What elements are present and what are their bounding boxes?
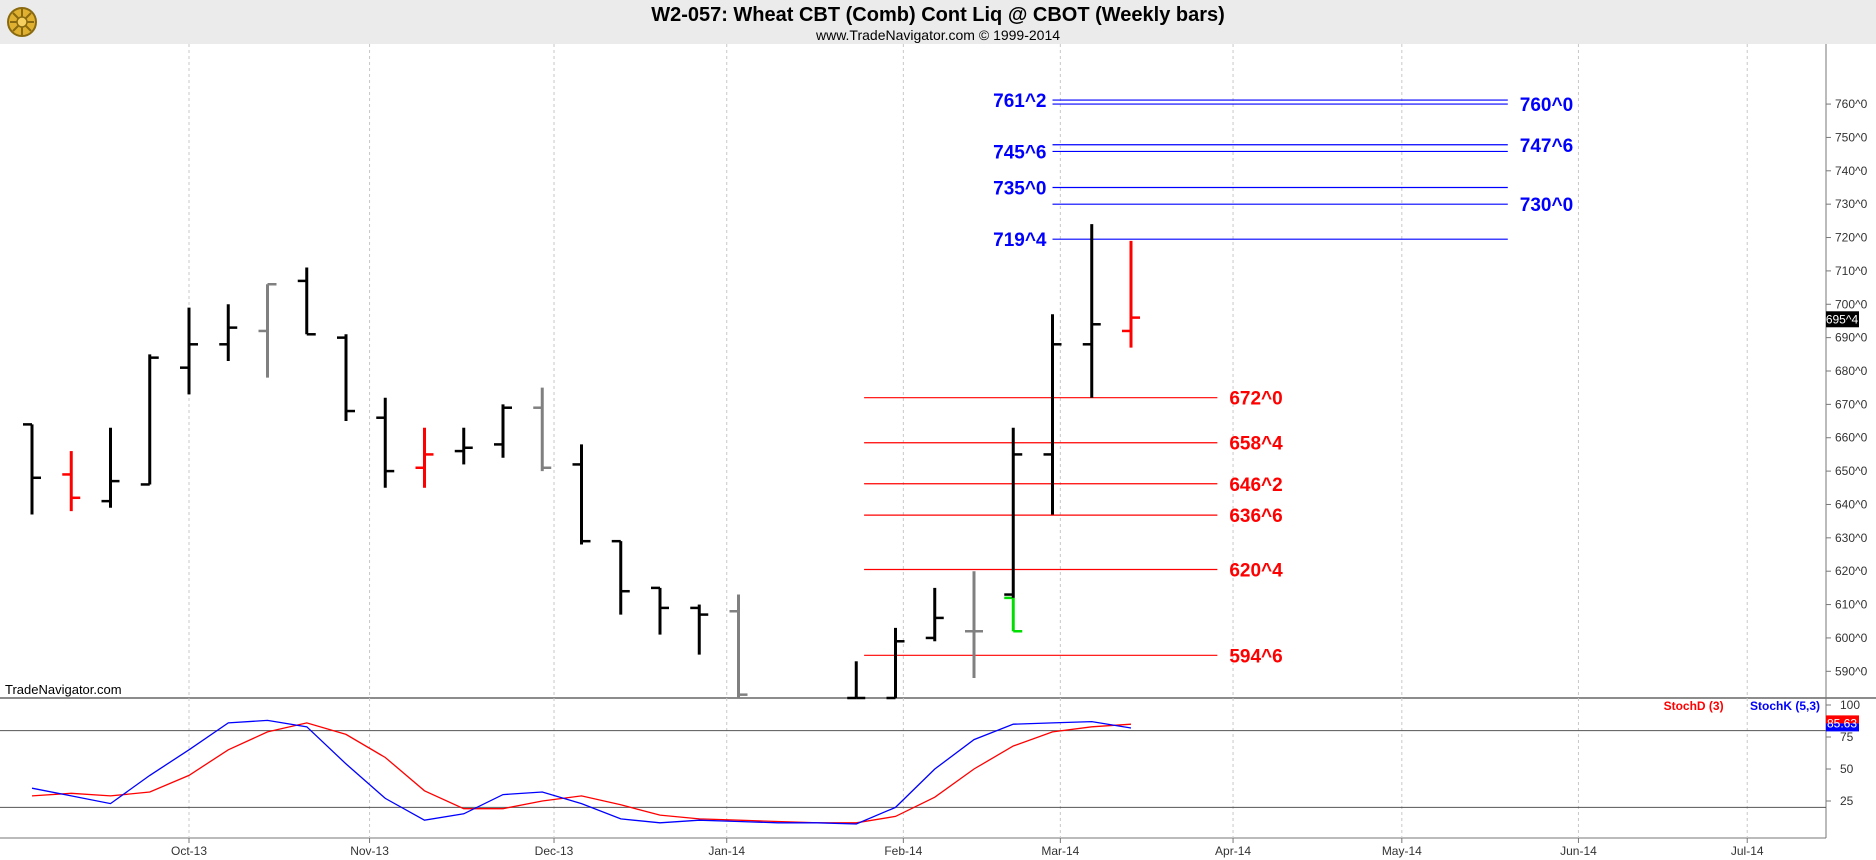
gridlines (188, 44, 1748, 838)
last-price-label: 695^4 (1826, 312, 1859, 326)
ohlc-bar (337, 334, 355, 422)
level-label: 760^0 (1520, 95, 1573, 116)
ohlc-bar (572, 444, 591, 545)
price-tick-label: 630^0 (1835, 531, 1868, 545)
stoch-tick-label: 100 (1840, 698, 1860, 712)
ohlc-bar (1043, 314, 1062, 515)
price-levels: 761^2 760^0 747^6 745^6 735^0 730^0 719^4 672^0… (864, 91, 1573, 667)
ohlc-bar (611, 539, 630, 615)
ohlc-bar (533, 387, 552, 472)
price-tick-label: 610^0 (1835, 598, 1868, 612)
level-label: 730^0 (1520, 195, 1573, 216)
ohlc-bar (690, 604, 709, 655)
ohlc-bar (258, 282, 277, 378)
stoch-legend-label: StochD (3) (1664, 699, 1724, 713)
chart-subtitle: www.TradeNavigator.com © 1999-2014 (815, 27, 1060, 43)
price-tick-label: 620^0 (1835, 564, 1868, 578)
header-band (0, 0, 1876, 44)
ohlc-bar (847, 661, 866, 700)
ohlc-bar (23, 423, 41, 515)
stochastic-panel: 100 75 50 25 StochK (5,3) StochD (3) 85.63 (0, 698, 1860, 825)
watermark-text: TradeNavigator.com (5, 682, 122, 697)
level-label: 672^0 (1229, 389, 1282, 410)
time-tick-label: Feb-14 (884, 844, 922, 858)
time-tick-label: Jan-14 (708, 844, 745, 858)
price-tick-label: 660^0 (1835, 431, 1868, 445)
level-label: 719^4 (993, 230, 1047, 251)
ohlc-bar (1082, 224, 1101, 398)
ohlc-bar (729, 594, 748, 698)
ohlc-bar (415, 427, 434, 488)
ohlc-bar (140, 354, 159, 486)
last-price-box (1826, 311, 1859, 328)
ohlc-bar (376, 397, 395, 488)
level-label: 745^6 (993, 142, 1046, 163)
stoch-legend-label: StochK (5,3) (1750, 699, 1820, 713)
level-label: 761^2 (993, 91, 1046, 112)
stoch-last-box-bottom (1826, 723, 1859, 732)
price-tick-label: 720^0 (1835, 231, 1868, 245)
price-axis: 590^0 600^0 610^0 620^0 630^0 640^0 650^0 660^0… (1826, 97, 1868, 678)
price-tick-label: 600^0 (1835, 631, 1868, 645)
time-tick-label: Jul-14 (1731, 844, 1764, 858)
stoch-tick-label: 50 (1840, 762, 1854, 776)
stoch-tick-label: 75 (1840, 730, 1854, 744)
price-tick-label: 670^0 (1835, 397, 1868, 411)
price-tick-label: 730^0 (1835, 197, 1868, 211)
ohlc-bar (219, 304, 238, 361)
ohlc-bar (454, 427, 473, 465)
stoch-last-label: 85.63 (1827, 716, 1857, 730)
price-tick-label: 690^0 (1835, 331, 1868, 345)
time-tick-label: Dec-13 (535, 844, 574, 858)
price-tick-label: 640^0 (1835, 497, 1868, 511)
ohlc-bar (651, 586, 669, 635)
price-tick-label: 760^0 (1835, 97, 1868, 111)
ohlc-bar (886, 627, 905, 700)
time-tick-label: May-14 (1382, 844, 1422, 858)
ohlc-bar (62, 451, 81, 512)
ohlc-bar (925, 587, 944, 642)
time-axis: Oct-13 Nov-13 Dec-13 Jan-14 Feb-14 Mar-14 Apr-… (171, 838, 1764, 858)
price-bars (23, 224, 1140, 700)
stoch-series-line (31, 722, 1132, 824)
stoch-tick-label: 25 (1840, 794, 1854, 808)
ohlc-bar (494, 404, 512, 458)
stoch-series-line (31, 719, 1132, 825)
time-tick-label: Jun-14 (1560, 844, 1597, 858)
ohlc-bar (965, 571, 983, 678)
price-tick-label: 650^0 (1835, 464, 1868, 478)
price-panel (0, 44, 1826, 698)
price-tick-label: 710^0 (1835, 264, 1868, 278)
price-tick-label: 750^0 (1835, 130, 1868, 144)
ohlc-bar (1122, 240, 1140, 348)
stoch-last-box-top (1826, 715, 1859, 724)
price-tick-label: 740^0 (1835, 164, 1868, 178)
time-tick-label: Oct-13 (171, 844, 207, 858)
level-label: 735^0 (993, 178, 1046, 199)
time-tick-label: Apr-14 (1215, 844, 1251, 858)
chart-title: W2-057: Wheat CBT (Comb) Cont Liq @ CBOT… (651, 4, 1225, 26)
level-label: 620^4 (1229, 561, 1283, 582)
time-tick-label: Nov-13 (350, 844, 389, 858)
level-label: 658^4 (1229, 434, 1283, 455)
ohlc-bar (180, 307, 198, 395)
ohlc-bar (297, 267, 316, 336)
level-label: 594^6 (1229, 646, 1282, 667)
price-tick-label: 700^0 (1835, 297, 1868, 311)
time-tick-label: Mar-14 (1041, 844, 1079, 858)
price-tick-label: 590^0 (1835, 664, 1868, 678)
ohlc-bar (101, 427, 120, 508)
level-label: 636^6 (1229, 506, 1282, 527)
level-label: 747^6 (1520, 136, 1573, 157)
level-label: 646^2 (1229, 475, 1282, 496)
logo-icon (7, 7, 37, 37)
ohlc-bar (1004, 427, 1023, 598)
price-tick-label: 680^0 (1835, 364, 1868, 378)
